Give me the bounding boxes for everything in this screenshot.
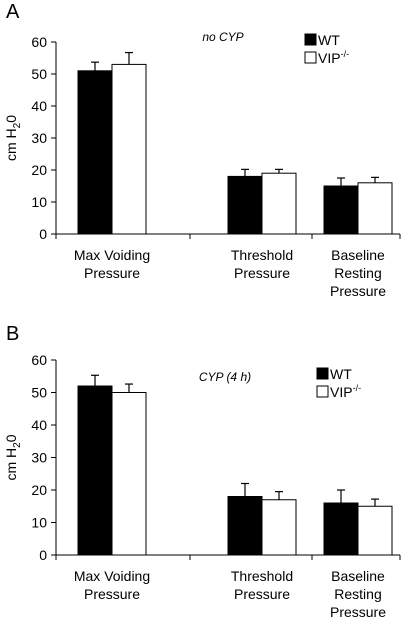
x-category-label: Threshold bbox=[231, 247, 293, 263]
bar-wt-1 bbox=[227, 496, 263, 556]
bar-wt-1 bbox=[227, 175, 263, 235]
x-category-label: Max Voiding bbox=[74, 568, 150, 584]
y-tick-label: 40 bbox=[31, 417, 47, 433]
legend-label-sup: -/- bbox=[353, 383, 362, 393]
y-tick-label: 0 bbox=[39, 226, 47, 242]
legend-swatch bbox=[304, 33, 317, 46]
x-category-label: Pressure bbox=[84, 265, 140, 281]
panel-annotation: no CYP bbox=[202, 30, 243, 44]
y-axis-label: cm H20 bbox=[3, 115, 23, 161]
panel-label: B bbox=[6, 323, 19, 345]
legend-label-name: WT bbox=[318, 32, 340, 48]
y-axis-label-tail: 0 bbox=[3, 434, 19, 442]
bar-vip-1 bbox=[261, 499, 297, 556]
y-axis-label-tail: 0 bbox=[3, 115, 19, 123]
legend-label-name: VIP bbox=[330, 384, 353, 400]
panel-annotation: CYP (4 h) bbox=[199, 370, 251, 384]
bar-vip-0 bbox=[111, 63, 147, 235]
legend-swatch bbox=[316, 367, 329, 380]
y-tick-label: 20 bbox=[31, 162, 47, 178]
x-category-label: Resting bbox=[334, 265, 381, 281]
legend-label: WT bbox=[318, 32, 340, 48]
x-category-label: Pressure bbox=[330, 604, 386, 620]
panel-label: A bbox=[6, 1, 20, 23]
bar-wt-0 bbox=[77, 70, 113, 235]
y-tick-label: 50 bbox=[31, 385, 47, 401]
legend-label-name: VIP bbox=[318, 50, 341, 66]
legend-label: WT bbox=[330, 366, 352, 382]
legend-label: VIP-/- bbox=[318, 49, 349, 66]
y-tick-label: 10 bbox=[31, 515, 47, 531]
y-tick-label: 60 bbox=[31, 352, 47, 368]
bar-wt-0 bbox=[77, 385, 113, 556]
y-axis-label-sub: 2 bbox=[12, 122, 23, 128]
legend-swatch bbox=[304, 51, 317, 64]
bar-vip-2 bbox=[357, 182, 393, 235]
y-tick-label: 60 bbox=[31, 34, 47, 50]
legend-label-name: WT bbox=[330, 366, 352, 382]
bar-wt-2 bbox=[323, 185, 359, 235]
bar-vip-2 bbox=[357, 505, 393, 556]
x-category-label: Threshold bbox=[231, 568, 293, 584]
bar-vip-1 bbox=[261, 172, 297, 235]
bar-wt-2 bbox=[323, 502, 359, 556]
y-tick-label: 30 bbox=[31, 450, 47, 466]
legend-swatch bbox=[316, 385, 329, 398]
x-category-label: Pressure bbox=[234, 586, 290, 602]
y-tick-label: 0 bbox=[39, 547, 47, 563]
bar-vip-0 bbox=[111, 392, 147, 556]
y-axis-label-sub: 2 bbox=[12, 442, 23, 448]
y-axis-label-main: cm H bbox=[3, 128, 19, 161]
y-tick-label: 40 bbox=[31, 98, 47, 114]
x-category-label: Pressure bbox=[84, 586, 140, 602]
x-category-label: Baseline bbox=[331, 568, 385, 584]
legend-label-sup: -/- bbox=[341, 49, 350, 59]
x-category-label: Pressure bbox=[330, 283, 386, 299]
y-axis-label: cm H20 bbox=[3, 434, 23, 480]
y-tick-label: 20 bbox=[31, 482, 47, 498]
legend-label: VIP-/- bbox=[330, 383, 361, 400]
x-category-label: Max Voiding bbox=[74, 247, 150, 263]
x-category-label: Baseline bbox=[331, 247, 385, 263]
y-tick-label: 10 bbox=[31, 194, 47, 210]
y-axis-label-main: cm H bbox=[3, 448, 19, 481]
x-category-label: Pressure bbox=[234, 265, 290, 281]
y-tick-label: 30 bbox=[31, 130, 47, 146]
x-category-label: Resting bbox=[334, 586, 381, 602]
y-tick-label: 50 bbox=[31, 66, 47, 82]
